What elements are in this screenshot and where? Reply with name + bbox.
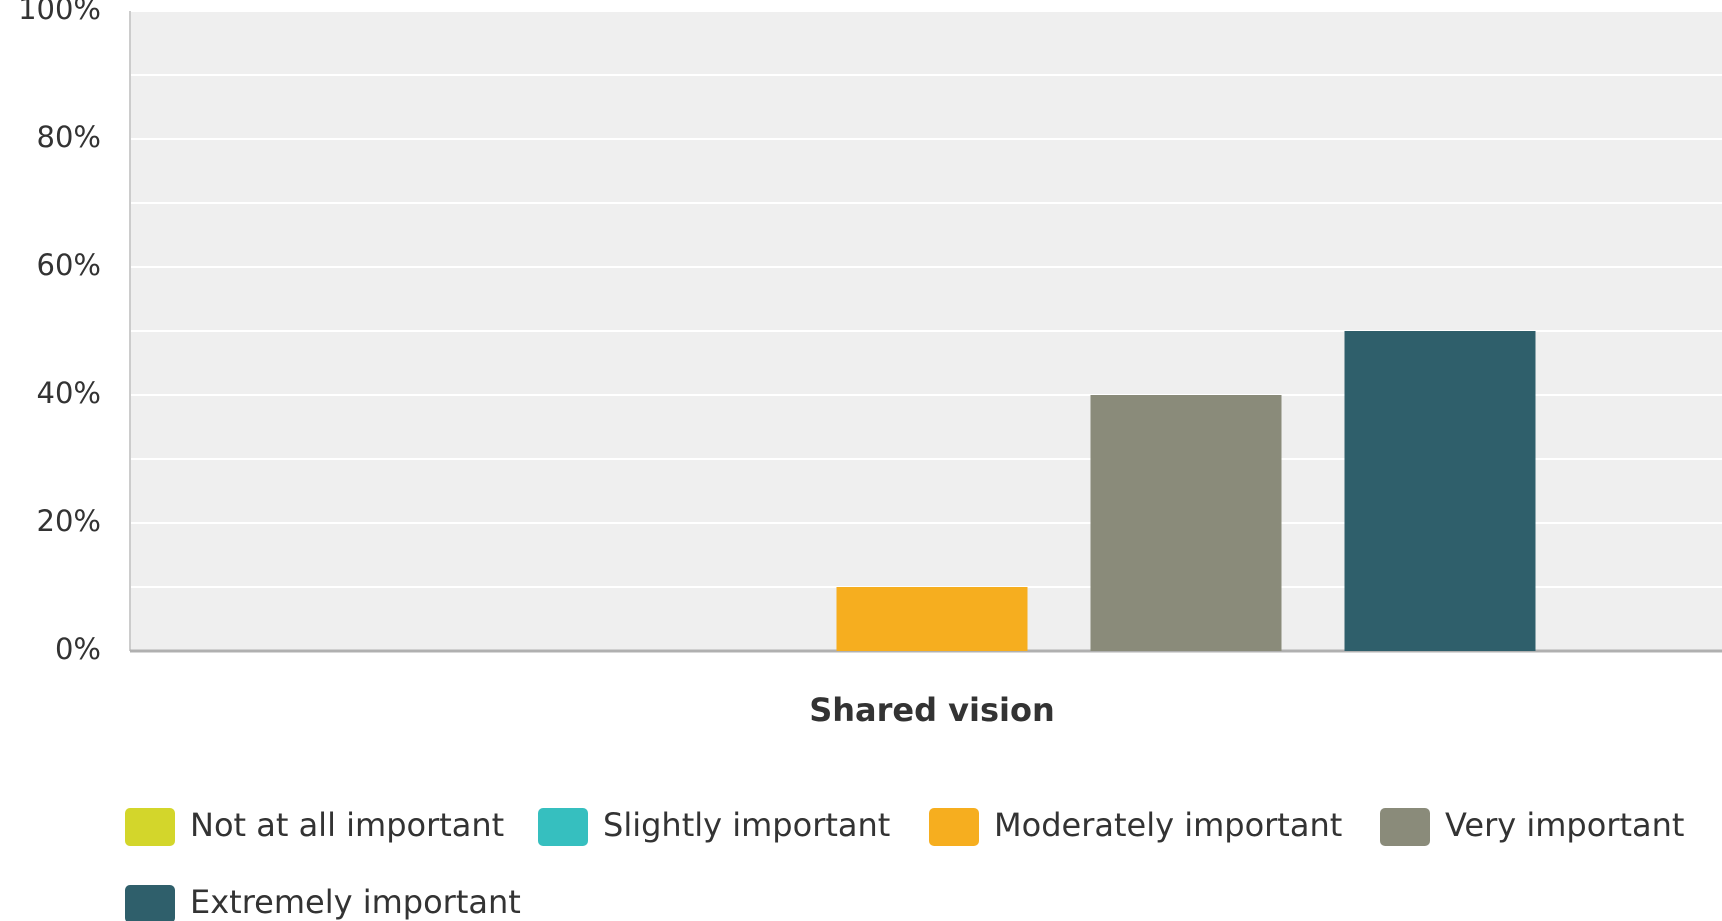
legend-label: Extremely important [190, 883, 521, 921]
legend-swatch [1380, 808, 1430, 846]
y-tick-label: 60% [37, 248, 101, 282]
legend-swatch [125, 808, 175, 846]
legend-label: Moderately important [994, 806, 1342, 844]
bar [1090, 395, 1282, 651]
legend-swatch [125, 885, 175, 921]
legend-label: Very important [1445, 806, 1684, 844]
bar [836, 587, 1028, 651]
y-tick-label: 20% [37, 504, 101, 538]
x-tick-label: Shared vision [809, 691, 1055, 729]
y-tick-label: 0% [55, 632, 101, 666]
y-tick-label: 40% [37, 376, 101, 410]
bar [1344, 331, 1536, 651]
legend-label: Slightly important [603, 806, 890, 844]
y-tick-label: 80% [37, 120, 101, 154]
legend-label: Not at all important [190, 806, 504, 844]
legend-swatch [538, 808, 588, 846]
legend-swatch [929, 808, 979, 846]
y-tick-label: 100% [18, 0, 101, 26]
